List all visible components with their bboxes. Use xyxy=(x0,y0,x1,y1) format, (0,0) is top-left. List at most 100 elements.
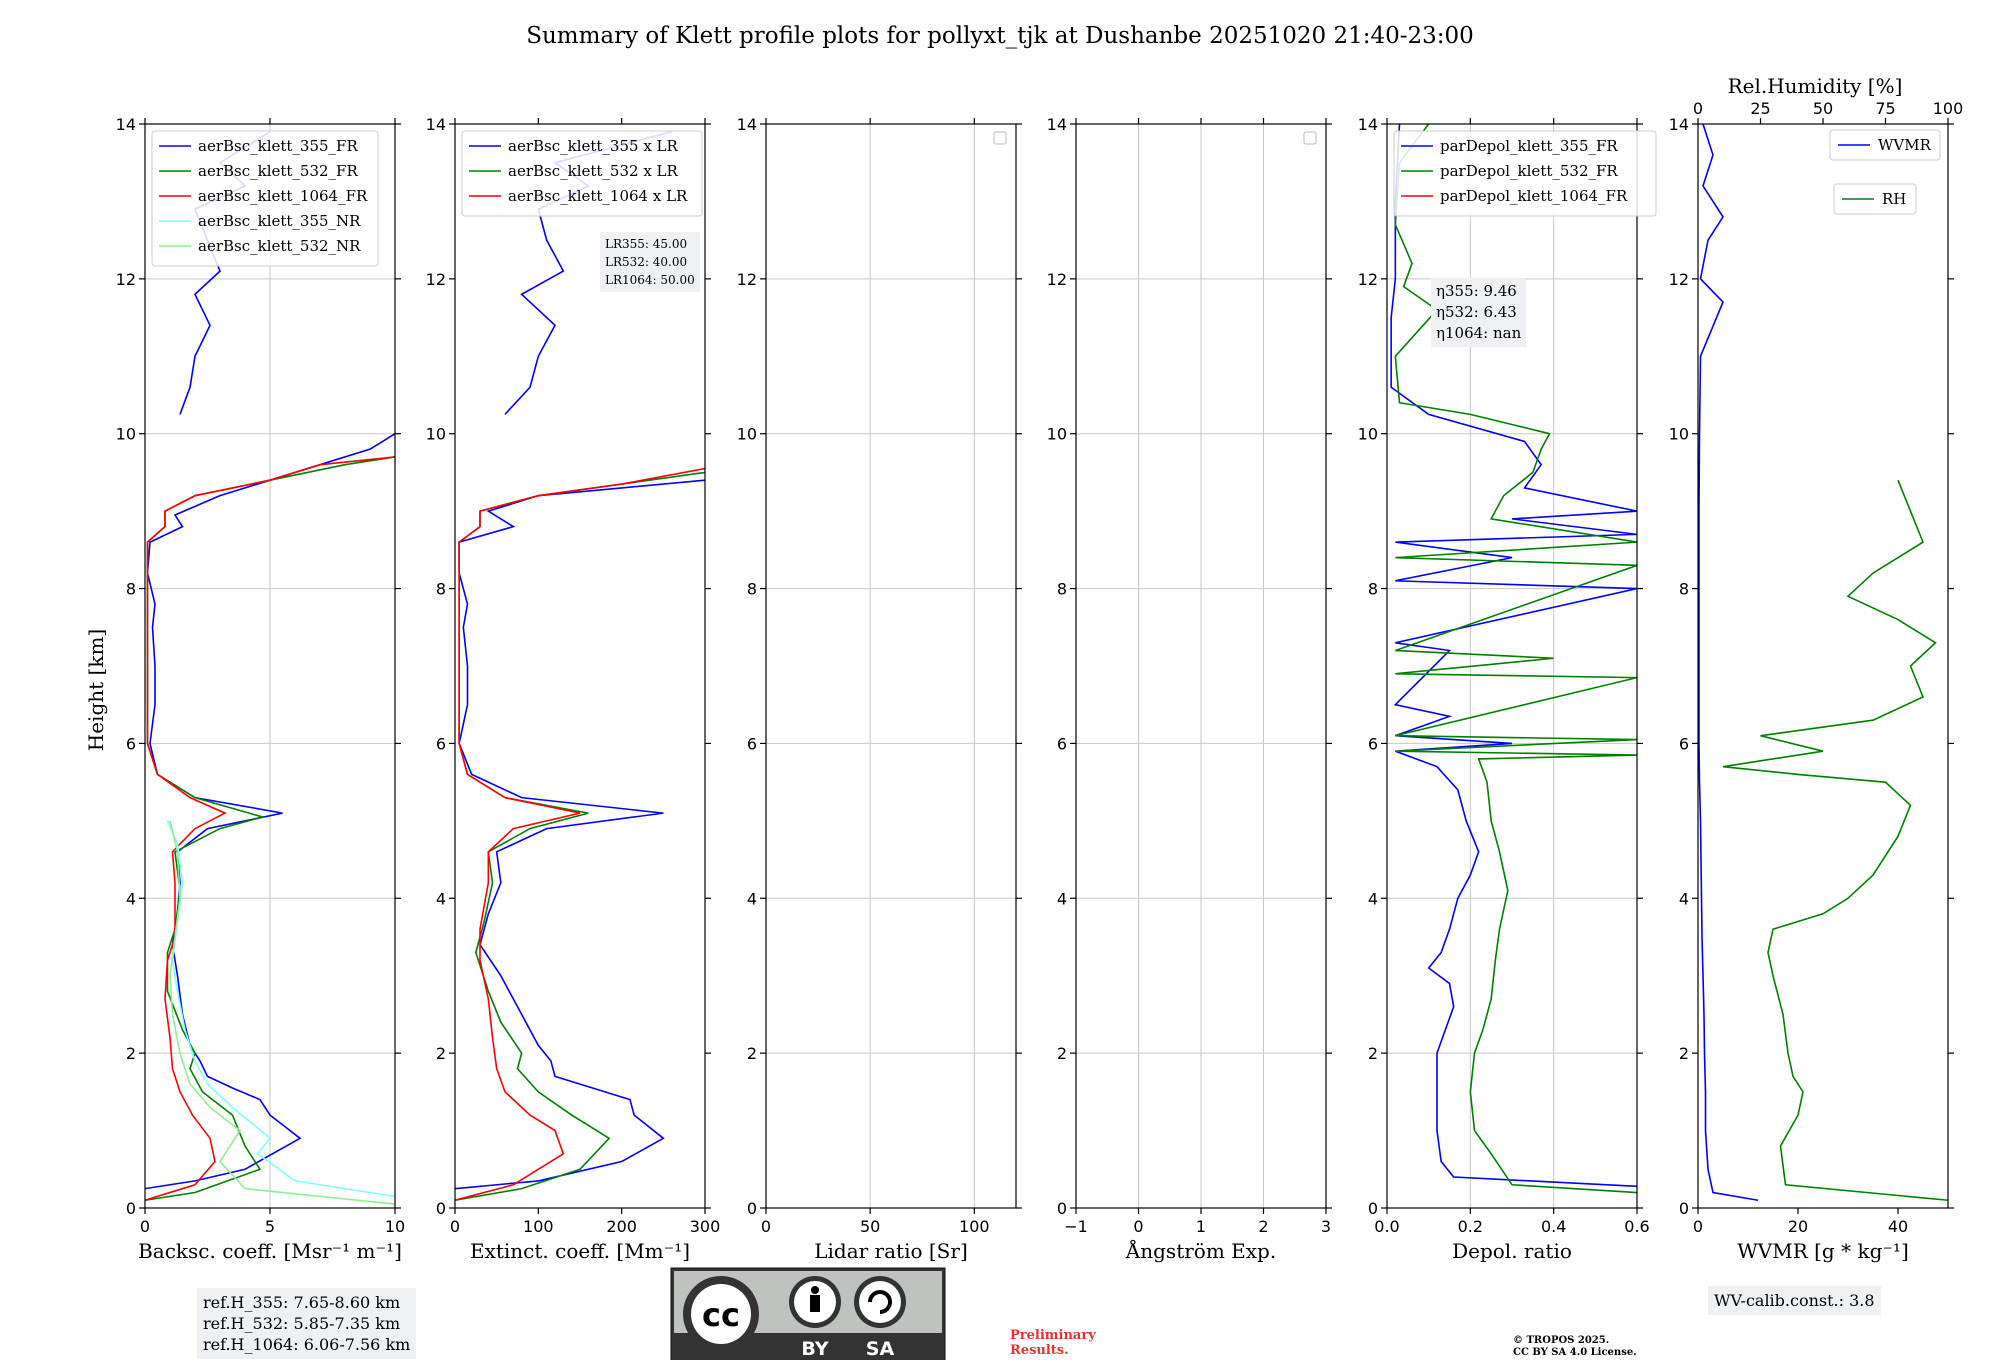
y-tick-label: 14 xyxy=(1047,115,1067,134)
series-group xyxy=(1698,124,1948,1202)
ref-height-355: ref.H_355: 7.65-8.60 km xyxy=(203,1293,401,1312)
y-tick-label: 4 xyxy=(126,889,136,908)
legend-label: aerBsc_klett_355_NR xyxy=(198,212,361,230)
y-tick-label: 0 xyxy=(1057,1199,1067,1218)
x-tick-label: 0 xyxy=(761,1217,771,1236)
cc-license-badge: cc BY SA xyxy=(670,1267,946,1360)
legend-rh: RH xyxy=(1833,183,1917,215)
y-tick-label: 8 xyxy=(1679,580,1689,599)
series-line xyxy=(1722,479,1948,1202)
legend-label: aerBsc_klett_532 x LR xyxy=(508,162,679,180)
x-tick-label: 0.2 xyxy=(1458,1217,1483,1236)
panel-5: 0 2 4 6 8 10 12 14 0.0 0.2 0.4 0.6 Depol. ratio parDe… xyxy=(1358,115,1657,1263)
y-tick-label: 0 xyxy=(747,1199,757,1218)
y-tick-label: 4 xyxy=(747,889,757,908)
x-axis-label: Ångström Exp. xyxy=(1125,1238,1276,1263)
y-tick-label: 14 xyxy=(116,115,136,134)
y-tick-label: 2 xyxy=(1057,1044,1067,1063)
ref-height-532: ref.H_532: 5.85-7.35 km xyxy=(203,1314,401,1333)
x-tick-label: 3 xyxy=(1321,1217,1331,1236)
x-tick-label: 0.0 xyxy=(1374,1217,1399,1236)
x-tick-label: 20 xyxy=(1788,1217,1808,1236)
ref-height-1064: ref.H_1064: 6.06-7.56 km xyxy=(203,1335,411,1354)
x-tick-label: 100 xyxy=(959,1217,990,1236)
series-line xyxy=(166,820,395,1198)
svg-text:WVMR: WVMR xyxy=(1878,136,1932,154)
figure-title: Summary of Klett profile plots for polly… xyxy=(526,23,1474,49)
top-tick-label: 75 xyxy=(1875,99,1895,118)
y-tick-label: 8 xyxy=(747,580,757,599)
y-tick-label: 14 xyxy=(1669,115,1689,134)
y-tick-label: 8 xyxy=(1368,580,1378,599)
y-tick-label: 12 xyxy=(1669,270,1689,289)
svg-text:RH: RH xyxy=(1882,190,1906,208)
x-tick-label: 0 xyxy=(1133,1217,1143,1236)
y-tick-label: 10 xyxy=(1047,425,1067,444)
wv-calibration-text: WV-calib.const.: 3.8 xyxy=(1714,1291,1875,1310)
lr-355: LR355: 45.00 xyxy=(605,237,688,251)
legend-label: aerBsc_klett_532_FR xyxy=(198,162,358,180)
x-tick-label: 0.4 xyxy=(1541,1217,1566,1236)
y-tick-label: 4 xyxy=(436,889,446,908)
x-tick-label: 2 xyxy=(1258,1217,1268,1236)
legend: aerBsc_klett_355_FR aerBsc_klett_532_FRae… xyxy=(151,130,379,267)
svg-text:cc: cc xyxy=(702,1296,740,1334)
y-tick-label: 4 xyxy=(1679,889,1689,908)
lr-1064: LR1064: 50.00 xyxy=(605,273,695,287)
series-line xyxy=(1394,124,1637,1194)
wv-calibration-box: WV-calib.const.: 3.8 xyxy=(1708,1286,1881,1315)
legend: parDepol_klett_355_FR parDepol_klett_532_… xyxy=(1393,130,1657,217)
legend-frame xyxy=(461,130,703,217)
series-line xyxy=(145,433,395,1190)
preliminary-line-2: Results. xyxy=(1010,1343,1069,1358)
series-line xyxy=(455,467,705,1202)
x-tick-label: 0.6 xyxy=(1624,1217,1649,1236)
y-tick-label: 6 xyxy=(436,734,446,753)
x-tick-label: 5 xyxy=(265,1217,275,1236)
y-tick-label: 12 xyxy=(116,270,136,289)
y-tick-label: 0 xyxy=(1368,1199,1378,1218)
x-tick-label: 40 xyxy=(1888,1217,1908,1236)
y-tick-label: 10 xyxy=(426,425,446,444)
cc-sa-label: SA xyxy=(866,1338,895,1360)
y-tick-label: 8 xyxy=(126,580,136,599)
top-tick-label: 100 xyxy=(1933,99,1964,118)
legend-frame xyxy=(1393,130,1657,217)
x-tick-label: 0 xyxy=(140,1217,150,1236)
x-tick-label: 0 xyxy=(1693,1217,1703,1236)
x-tick-label: 100 xyxy=(523,1217,554,1236)
x-tick-label: 200 xyxy=(606,1217,637,1236)
y-tick-label: 6 xyxy=(126,734,136,753)
copyright-line-1: © TROPOS 2025. xyxy=(1513,1335,1609,1346)
empty-legend-box xyxy=(1303,131,1317,145)
x-axis-label: Lidar ratio [Sr] xyxy=(814,1239,968,1263)
legend-label: parDepol_klett_532_FR xyxy=(1440,162,1618,180)
series-group xyxy=(455,130,705,1202)
y-tick-label: 10 xyxy=(1358,425,1378,444)
legend-label: aerBsc_klett_1064_FR xyxy=(198,187,368,205)
y-tick-label: 10 xyxy=(1669,425,1689,444)
eta-1064: η1064: nan xyxy=(1436,324,1522,342)
legend-wvmr: WVMR xyxy=(1829,129,1941,161)
y-axis-label: Height [km] xyxy=(84,629,108,751)
series-line xyxy=(169,820,395,1205)
series-line xyxy=(145,456,395,1202)
eta-box: η355: 9.46 η532: 6.43 η1064: nan xyxy=(1431,278,1527,347)
top-tick-label: 50 xyxy=(1813,99,1833,118)
y-tick-label: 6 xyxy=(1368,734,1378,753)
x-tick-label: 300 xyxy=(690,1217,721,1236)
preliminary-line-1: Preliminary xyxy=(1010,1328,1096,1343)
y-tick-label: 6 xyxy=(747,734,757,753)
x-axis-label: Depol. ratio xyxy=(1452,1239,1572,1263)
y-tick-label: 2 xyxy=(747,1044,757,1063)
y-tick-label: 12 xyxy=(1358,270,1378,289)
y-tick-label: 6 xyxy=(1057,734,1067,753)
y-tick-label: 14 xyxy=(426,115,446,134)
x-tick-label: 10 xyxy=(385,1217,405,1236)
top-tick-label: 25 xyxy=(1750,99,1770,118)
lr-532: LR532: 40.00 xyxy=(605,255,688,269)
series-line xyxy=(455,471,705,1202)
